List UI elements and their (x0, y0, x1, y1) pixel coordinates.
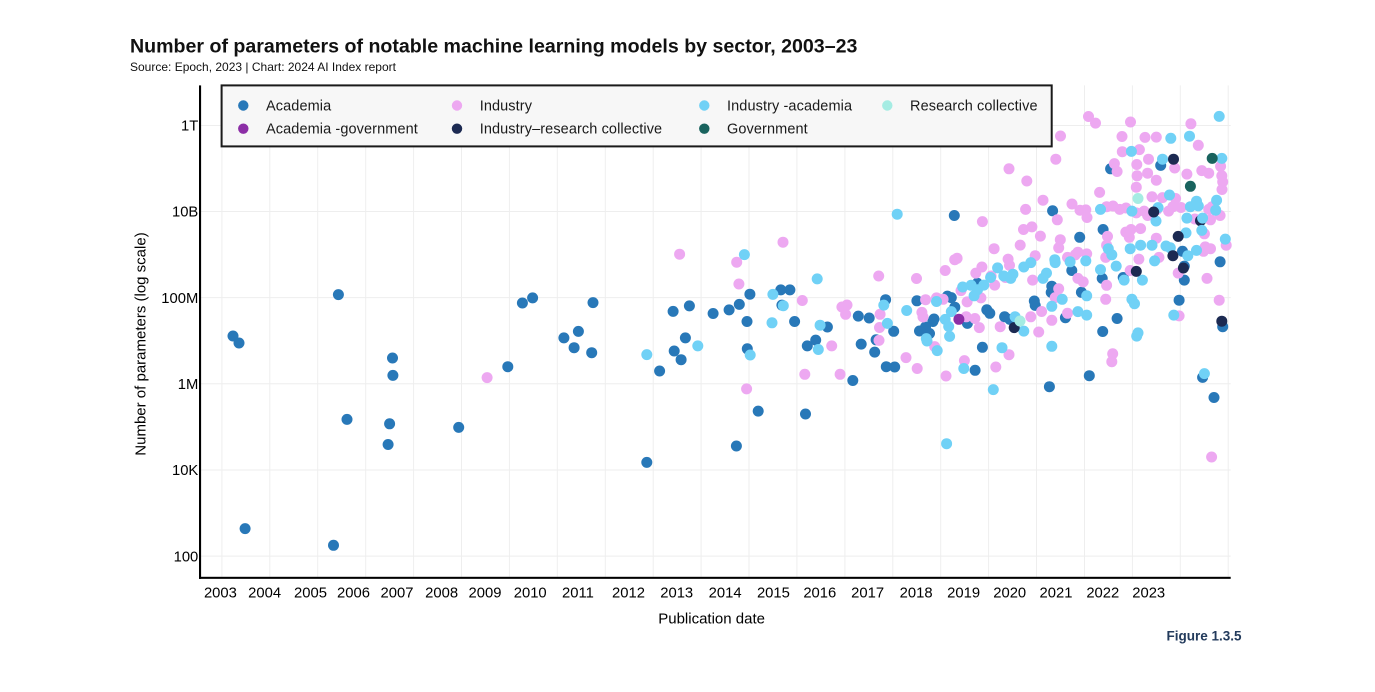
svg-text:2022: 2022 (1086, 586, 1119, 602)
svg-text:2013: 2013 (660, 586, 693, 602)
svg-text:2018: 2018 (900, 586, 933, 602)
svg-text:Academia: Academia (266, 99, 332, 115)
svg-text:2005: 2005 (294, 586, 327, 602)
svg-text:2023: 2023 (1132, 586, 1165, 602)
svg-text:2006: 2006 (337, 586, 370, 602)
svg-text:2016: 2016 (803, 586, 836, 602)
svg-text:2004: 2004 (248, 586, 281, 602)
svg-text:2009: 2009 (469, 586, 502, 602)
svg-text:Industry: Industry (480, 99, 533, 115)
svg-text:2007: 2007 (381, 586, 414, 602)
svg-text:Number of parameters of notabl: Number of parameters of notable machine … (130, 36, 858, 58)
svg-text:10B: 10B (172, 205, 198, 221)
svg-text:10K: 10K (172, 463, 198, 479)
svg-text:1T: 1T (181, 119, 198, 135)
svg-text:2011: 2011 (562, 586, 594, 602)
svg-text:2008: 2008 (425, 586, 458, 602)
svg-text:2021: 2021 (1040, 586, 1073, 602)
svg-text:Figure 1.3.5: Figure 1.3.5 (1166, 629, 1242, 644)
svg-text:Industry -academia: Industry -academia (727, 99, 853, 115)
svg-text:2015: 2015 (757, 586, 790, 602)
svg-text:2003: 2003 (204, 586, 237, 602)
svg-text:100: 100 (174, 549, 199, 565)
svg-text:Publication date: Publication date (658, 611, 765, 628)
svg-text:2012: 2012 (612, 586, 645, 602)
svg-text:Research collective: Research collective (910, 99, 1038, 115)
svg-text:2014: 2014 (709, 586, 742, 602)
svg-text:2017: 2017 (851, 586, 884, 602)
svg-text:2010: 2010 (514, 586, 547, 602)
svg-text:Number of parameters (log scal: Number of parameters (log scale) (133, 232, 150, 455)
svg-text:2020: 2020 (993, 586, 1026, 602)
svg-text:Source: Epoch, 2023 | Chart: 2: Source: Epoch, 2023 | Chart: 2024 AI Ind… (130, 60, 397, 74)
svg-text:1M: 1M (178, 377, 199, 393)
svg-text:100M: 100M (161, 291, 198, 307)
svg-text:Industry–research collective: Industry–research collective (480, 122, 663, 138)
svg-text:2019: 2019 (947, 586, 980, 602)
svg-text:Government: Government (727, 122, 808, 138)
svg-text:Academia -government: Academia -government (266, 122, 418, 138)
